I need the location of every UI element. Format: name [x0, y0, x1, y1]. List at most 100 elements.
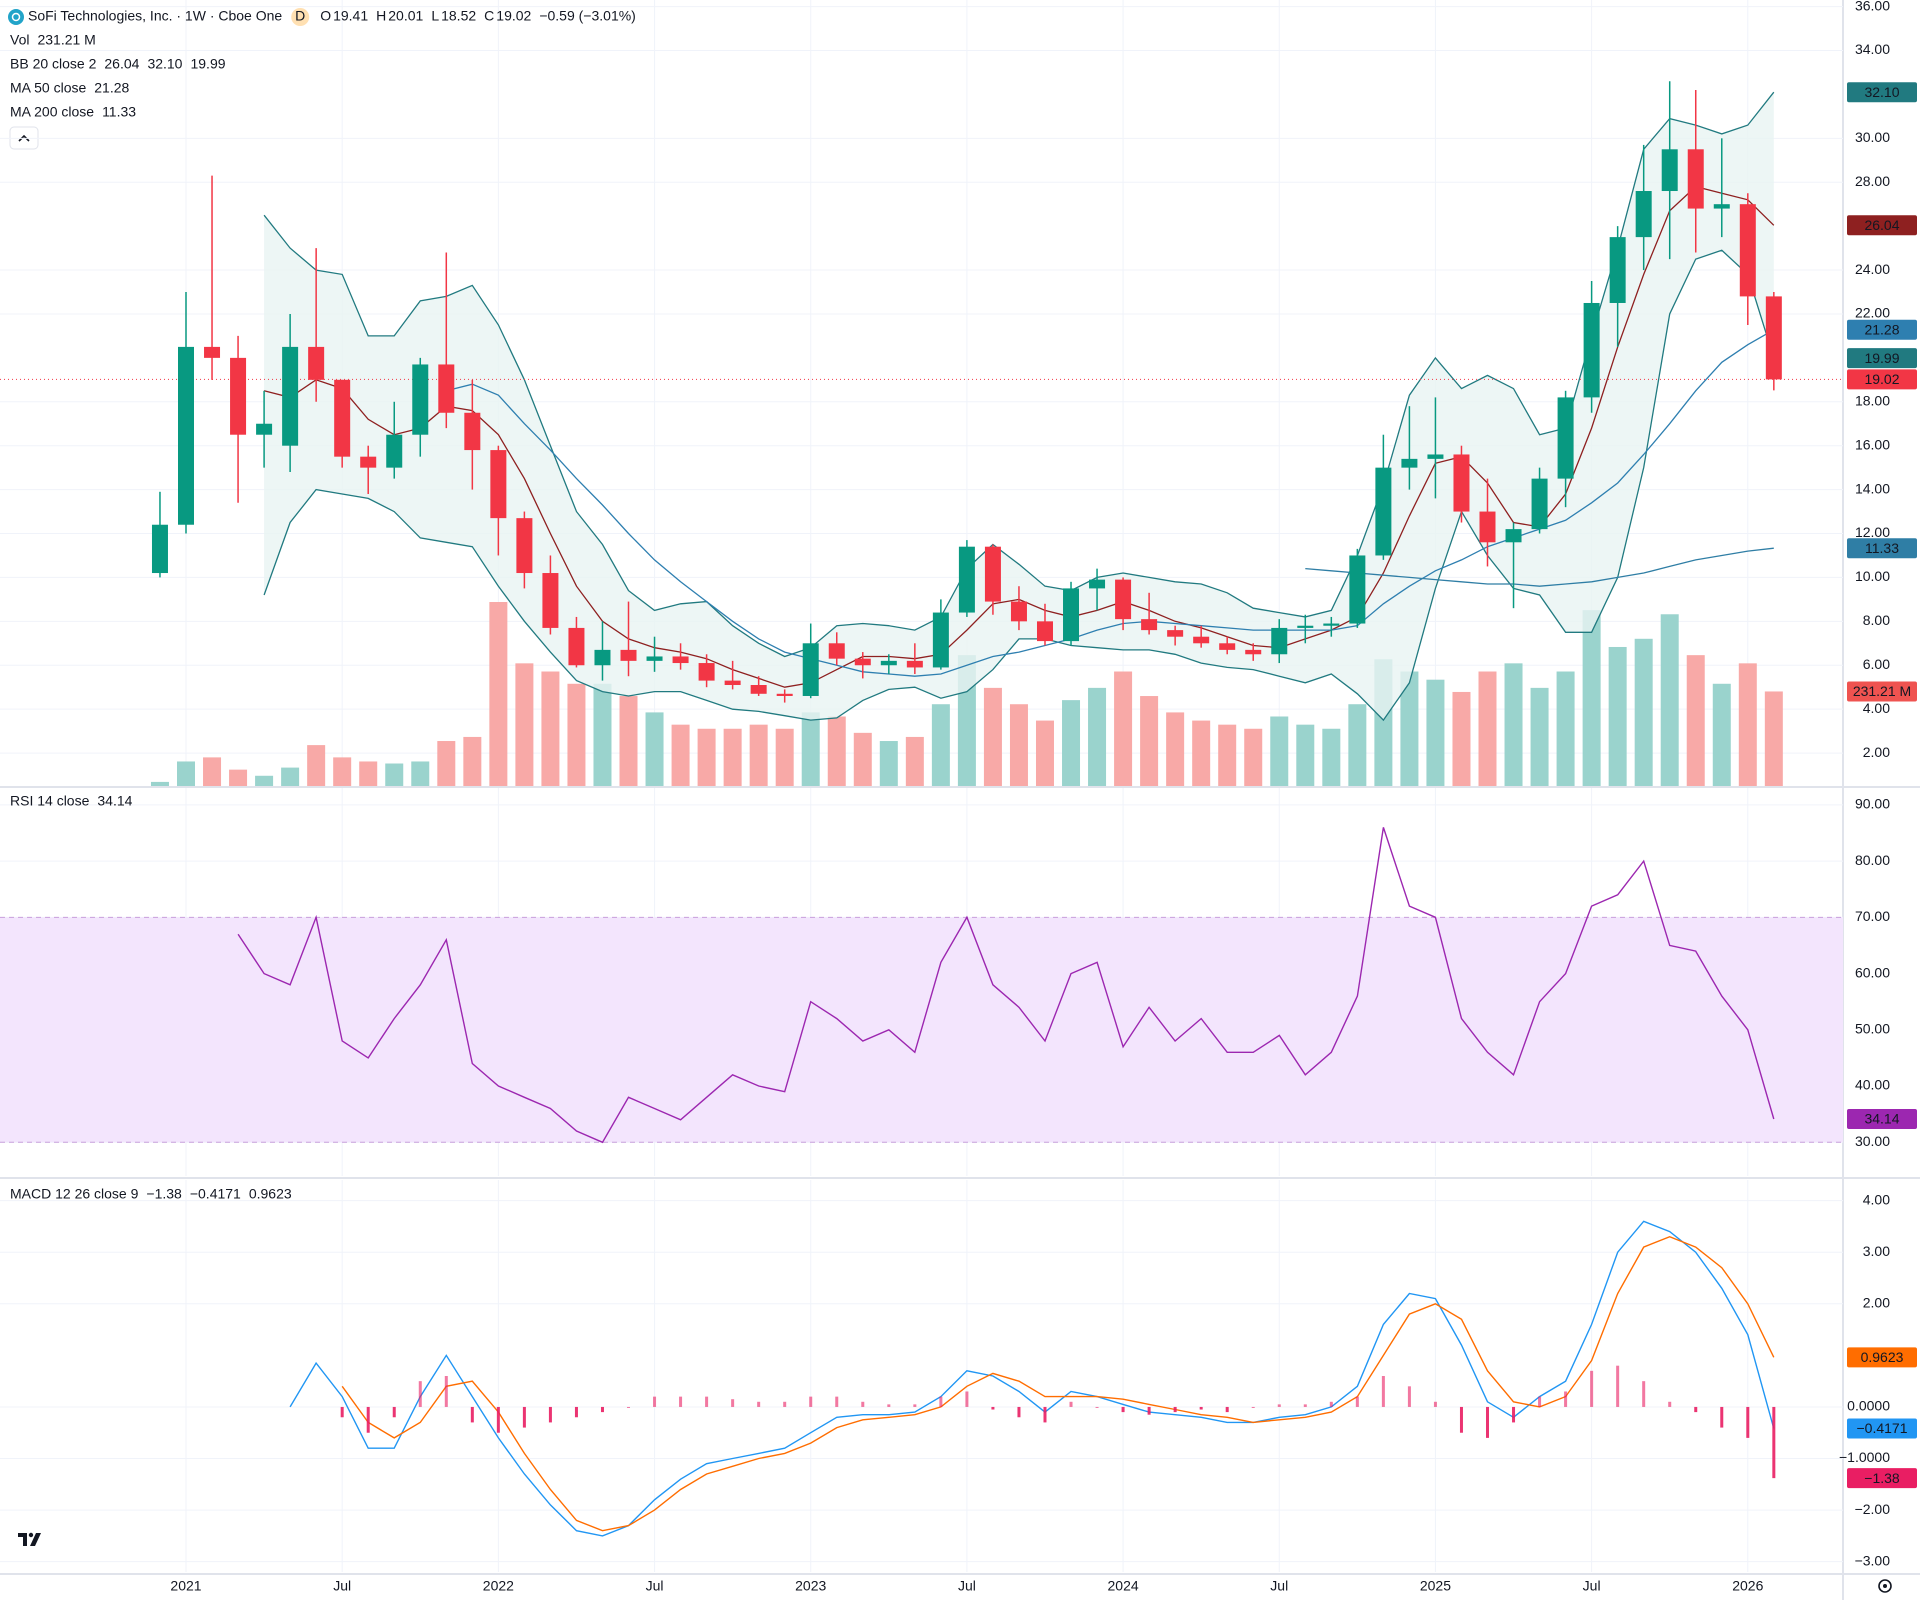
- histogram-bar: [522, 1406, 526, 1428]
- histogram-bar: [340, 1406, 344, 1418]
- y-tick-label: 34.00: [1855, 41, 1890, 57]
- histogram-bar: [1772, 1406, 1776, 1479]
- volume-bar: [1088, 687, 1107, 786]
- legend-value: −1.38: [146, 1186, 182, 1202]
- y-tick-label: 50.00: [1855, 1021, 1890, 1037]
- volume-bar: [1348, 704, 1367, 786]
- volume-bar: [359, 761, 378, 786]
- candle-body: [984, 546, 1001, 602]
- volume-bar: [1322, 728, 1341, 786]
- candle-body: [1609, 237, 1626, 303]
- histogram-bar: [1720, 1406, 1724, 1428]
- ohlc-value: 19.41: [333, 8, 368, 24]
- histogram-bar: [392, 1406, 396, 1418]
- legend-value: −0.4171: [190, 1186, 241, 1202]
- volume-bar: [879, 741, 898, 786]
- price-badge-label: 19.99: [1864, 350, 1899, 366]
- legend-value: 34.14: [97, 793, 132, 809]
- candle-body: [932, 612, 949, 668]
- histogram-bar: [731, 1399, 735, 1407]
- symbol-icon: [8, 9, 24, 25]
- indicator-line: [1305, 547, 1774, 587]
- symbol-title: SoFi Technologies, Inc. · 1W · Cboe One: [28, 8, 282, 24]
- candle-body: [1401, 458, 1418, 468]
- candle-body: [282, 346, 299, 446]
- candle-body: [1115, 579, 1132, 620]
- volume-bar: [177, 761, 195, 786]
- volume-bar: [567, 683, 586, 786]
- volume-bar: [1166, 712, 1185, 786]
- candle-body: [386, 434, 403, 468]
- volume-bar: [697, 728, 716, 786]
- volume-bar: [1478, 671, 1497, 786]
- price-badge-label: 32.10: [1864, 84, 1899, 100]
- y-tick-label: −3.00: [1855, 1552, 1891, 1568]
- y-tick-label: 4.00: [1863, 1191, 1890, 1207]
- candle-body: [360, 456, 377, 468]
- y-tick-label: 10.00: [1855, 568, 1890, 584]
- legend-name: MA 200 close: [10, 104, 94, 120]
- y-tick-label: 8.00: [1863, 612, 1890, 628]
- volume-bar: [671, 724, 690, 786]
- y-tick-label: 16.00: [1855, 436, 1890, 452]
- histogram-bar: [1277, 1404, 1281, 1407]
- indicator-line: [446, 329, 1775, 677]
- candle-body: [1739, 204, 1756, 297]
- price-badge: [1847, 369, 1917, 390]
- histogram-bar: [1121, 1406, 1125, 1413]
- candle-body: [1427, 454, 1444, 459]
- candle-body: [1713, 204, 1730, 209]
- y-tick-label: 30.00: [1855, 129, 1890, 145]
- histogram-bar: [1642, 1381, 1646, 1407]
- candle-body: [1453, 454, 1470, 512]
- candle-body: [1271, 627, 1288, 655]
- candle-body: [828, 643, 845, 659]
- x-tick-label: 2025: [1420, 1578, 1451, 1594]
- tradingview-logo[interactable]: [10, 1520, 50, 1560]
- candle-body: [542, 573, 559, 628]
- volume-bar: [983, 687, 1002, 786]
- volume-bar: [723, 728, 742, 786]
- y-tick-label: 60.00: [1855, 964, 1890, 980]
- histogram-bar: [913, 1404, 917, 1407]
- volume-bar: [593, 683, 612, 786]
- y-tick-label: 14.00: [1855, 480, 1890, 496]
- volume-bar: [645, 712, 664, 786]
- candle-body: [750, 685, 767, 694]
- volume-bar: [229, 769, 248, 786]
- histogram-bar: [679, 1396, 683, 1407]
- candle-body: [1635, 191, 1652, 238]
- candle-body: [412, 364, 429, 435]
- histogram-bar: [418, 1381, 422, 1407]
- y-tick-label: 22.00: [1855, 305, 1890, 321]
- candle-body: [1479, 511, 1496, 543]
- change-value: −0.59 (−3.01%): [539, 8, 636, 24]
- candle-body: [776, 693, 793, 696]
- y-tick-label: −1.0000: [1839, 1449, 1890, 1465]
- candle-body: [906, 660, 923, 668]
- volume-bar: [1660, 614, 1679, 786]
- volume-bar: [1608, 646, 1627, 786]
- legend-value: 231.21 M: [37, 32, 95, 48]
- volume-bar: [1582, 610, 1601, 786]
- candle-body: [1297, 625, 1314, 628]
- candle-body: [1010, 601, 1027, 622]
- histogram-bar: [1433, 1401, 1437, 1407]
- candle-body: [1765, 296, 1782, 380]
- price-badge: [1847, 215, 1917, 236]
- histogram-bar: [1199, 1406, 1203, 1410]
- x-tick-label: Jul: [333, 1578, 351, 1594]
- volume-bar: [150, 781, 169, 786]
- candle-body: [724, 680, 741, 686]
- histogram-bar: [1069, 1401, 1073, 1407]
- histogram-bar: [783, 1401, 787, 1407]
- histogram-bar: [939, 1396, 943, 1407]
- legend-name: MACD 12 26 close 9: [10, 1186, 139, 1202]
- price-badge: [1847, 348, 1917, 369]
- settings-button[interactable]: [1878, 1579, 1892, 1593]
- volume-bar: [307, 745, 326, 786]
- volume-bar: [1062, 700, 1081, 786]
- y-tick-label: 36.00: [1855, 0, 1890, 13]
- candle-body: [1245, 649, 1262, 655]
- candle-body: [1219, 643, 1236, 650]
